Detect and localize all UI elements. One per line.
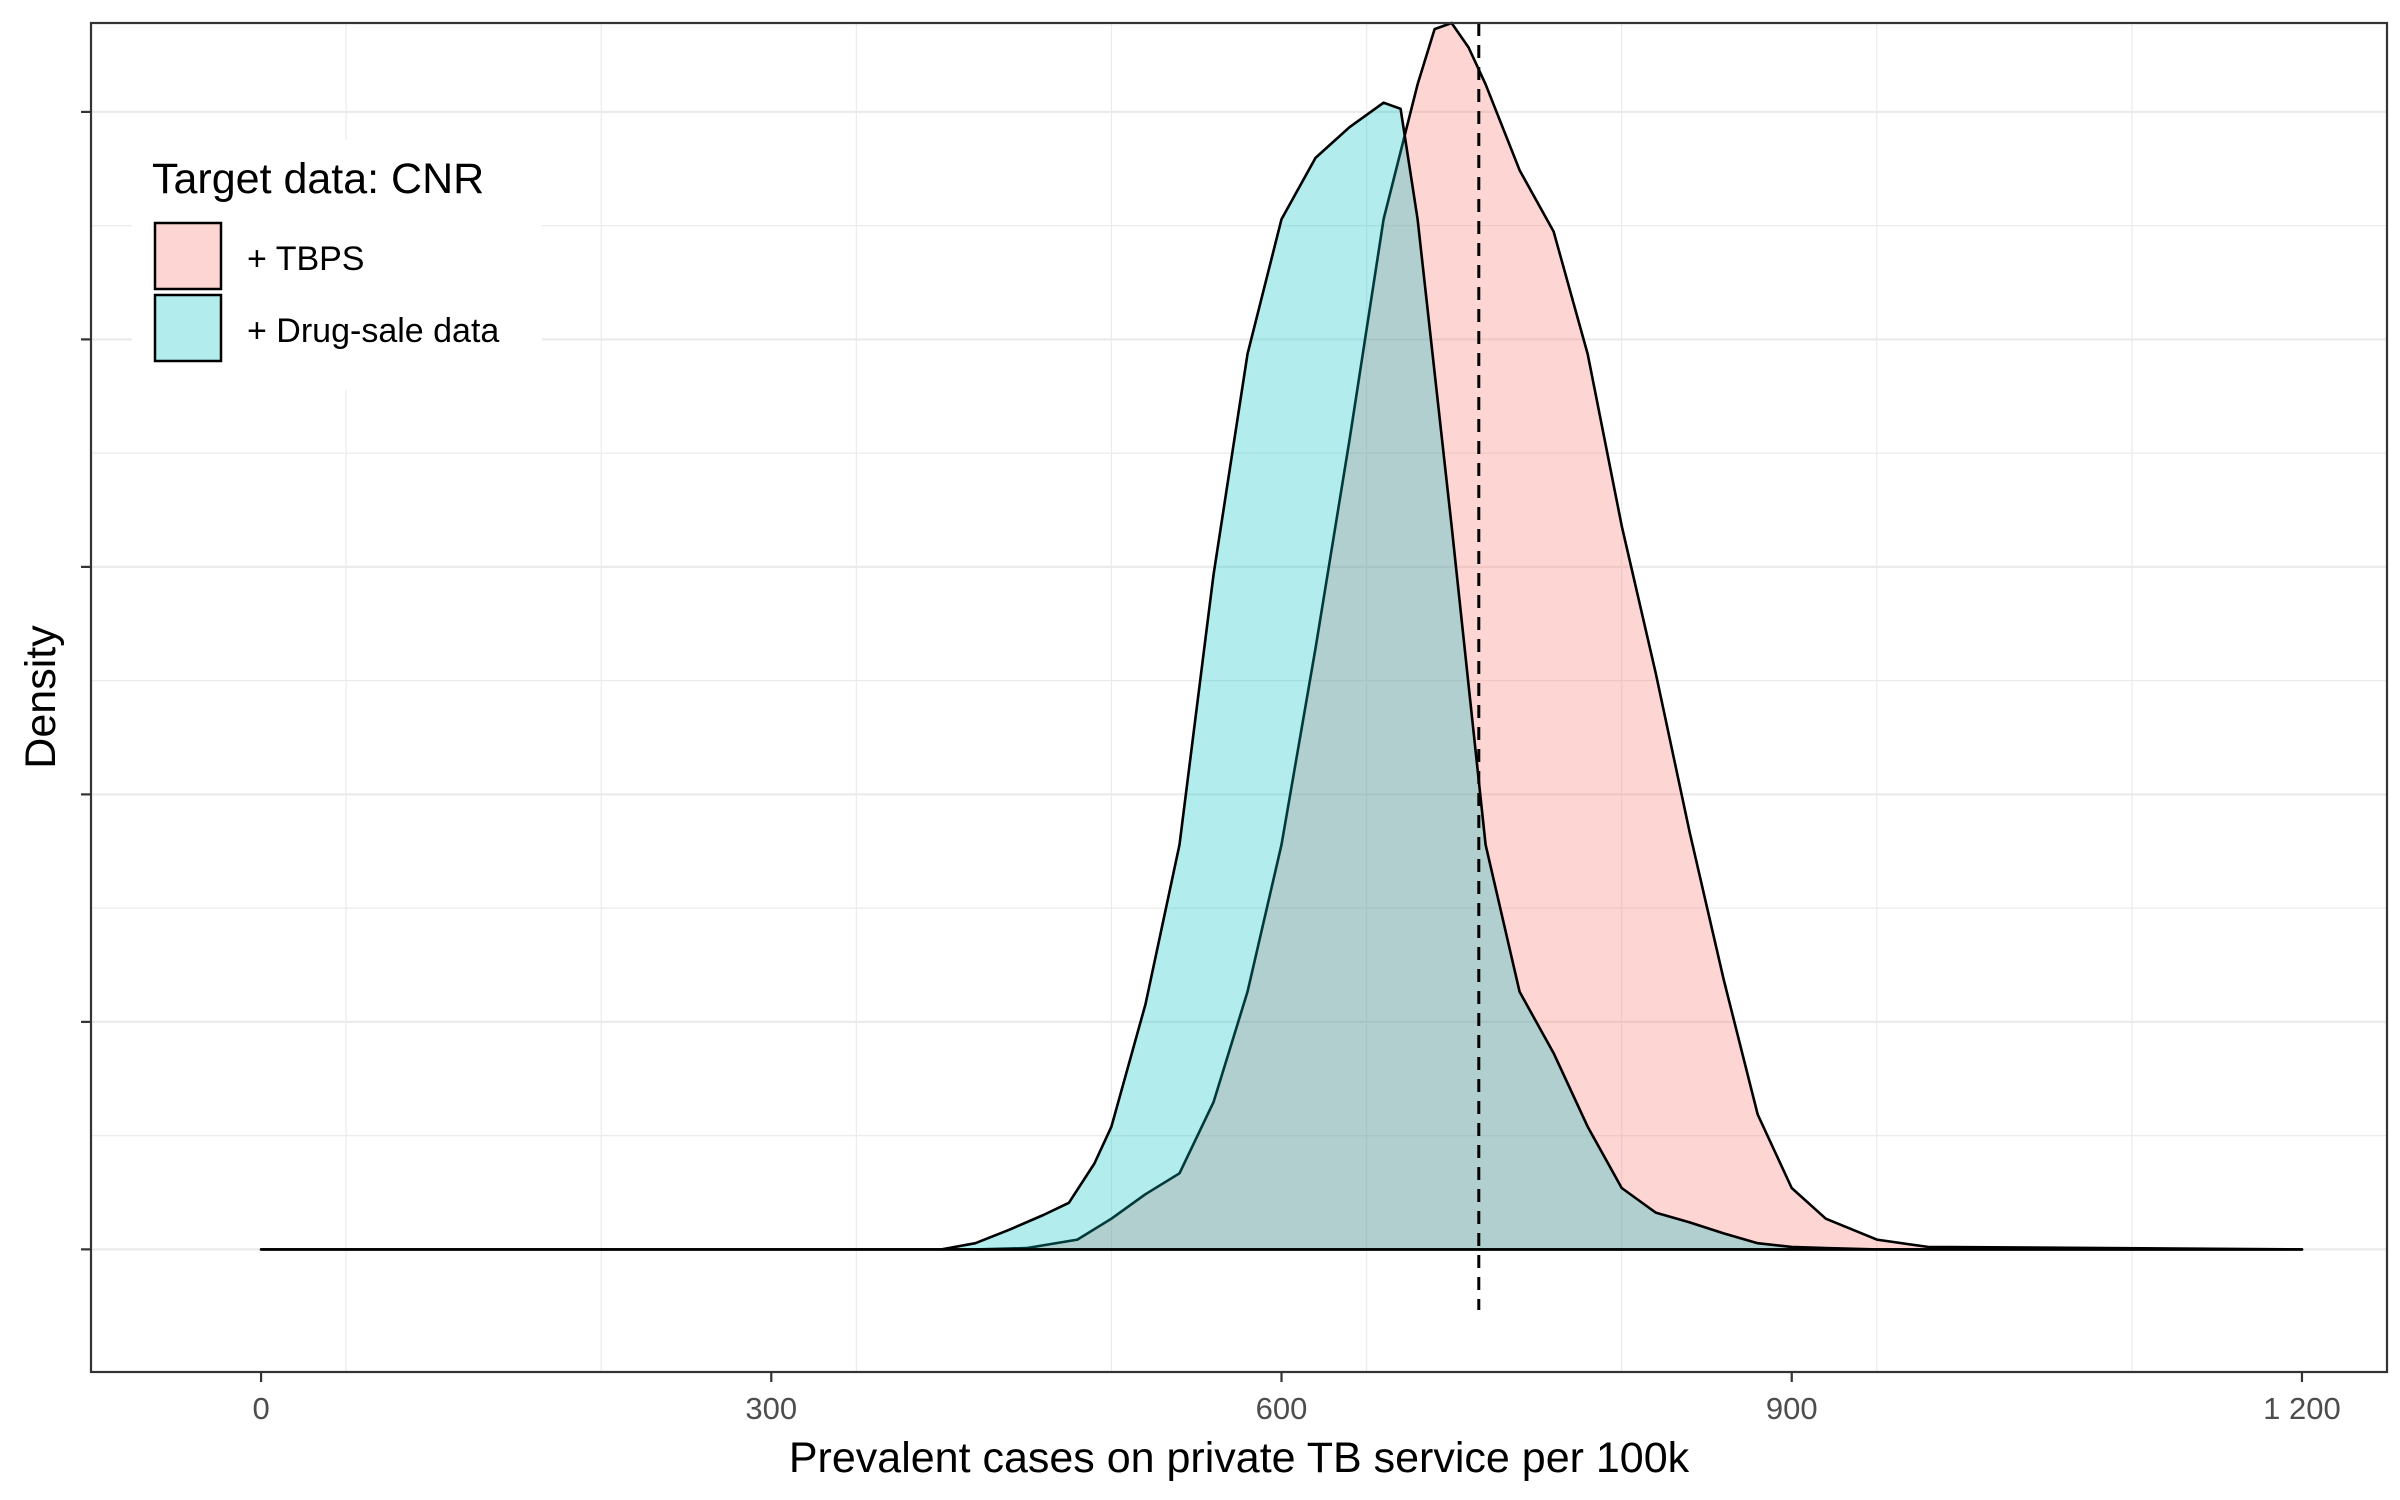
x-axis-title: Prevalent cases on private TB service pe… — [789, 1434, 1690, 1482]
x-tick-label: 0 — [252, 1391, 269, 1426]
legend-title: Target data: CNR — [152, 155, 484, 203]
legend-key-tbps — [153, 221, 223, 291]
x-tick-label: 1 200 — [2263, 1391, 2341, 1426]
legend-background — [132, 140, 542, 390]
density-area-drug-sale — [259, 101, 2304, 1251]
legend-key-drug-sale — [153, 293, 223, 363]
y-axis-title: Density — [17, 625, 65, 769]
plot-panel-border — [89, 21, 2389, 1374]
density-series — [259, 21, 2304, 1251]
x-tick-label: 900 — [1766, 1391, 1818, 1426]
density-area-tbps — [259, 21, 2304, 1251]
legend: Target data: CNR + TBPS + Drug-sale data — [132, 140, 542, 390]
legend-label-drug-sale: + Drug-sale data — [247, 312, 499, 350]
x-tick-label: 600 — [1256, 1391, 1308, 1426]
x-tick-label: 300 — [745, 1391, 797, 1426]
legend-label-tbps: + TBPS — [247, 240, 365, 278]
axes: 0 300 600 900 1 200 — [81, 110, 2341, 1426]
